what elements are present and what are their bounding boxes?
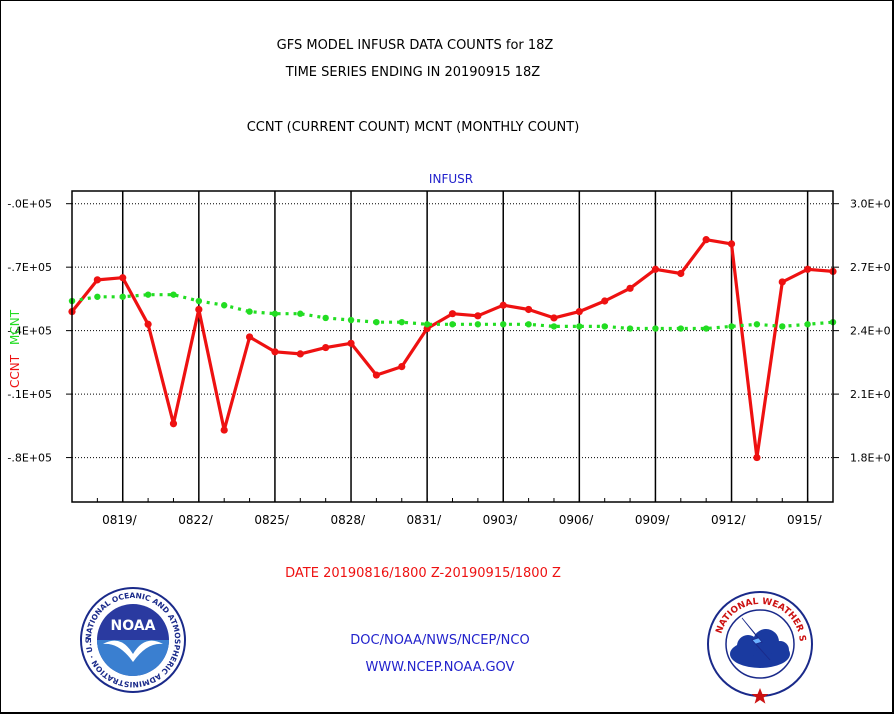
noaa-logo-text: NOAA bbox=[111, 618, 156, 634]
data-point-ccnt bbox=[220, 426, 228, 434]
data-point-mcnt bbox=[677, 325, 684, 332]
data-point-mcnt bbox=[601, 323, 608, 330]
data-point-mcnt bbox=[398, 318, 405, 326]
data-point-ccnt bbox=[474, 312, 482, 320]
y-tick-label-left: -.4E+05 bbox=[7, 325, 52, 338]
y-tick-label-right: 3.0E+0 bbox=[850, 198, 891, 211]
data-point-mcnt bbox=[373, 318, 380, 326]
data-point-mcnt bbox=[119, 293, 126, 300]
data-point-mcnt bbox=[449, 321, 456, 328]
data-point-mcnt bbox=[170, 291, 177, 298]
data-point-ccnt bbox=[296, 350, 304, 358]
x-tick-label: 0909/ bbox=[635, 513, 671, 527]
chart-title: GFS MODEL INFUSR DATA COUNTS for 18Z bbox=[276, 38, 554, 53]
data-point-mcnt bbox=[221, 302, 228, 309]
y-tick-label-left: -.8E+05 bbox=[7, 452, 52, 465]
y-tick-label-right: 1.8E+0 bbox=[850, 452, 891, 465]
lightning-icon bbox=[741, 617, 771, 661]
data-point-ccnt bbox=[195, 305, 203, 314]
data-point-ccnt bbox=[322, 343, 330, 352]
chart-title-line2: TIME SERIES ENDING IN 20190915 18Z bbox=[285, 65, 541, 80]
data-point-ccnt bbox=[601, 297, 609, 305]
y-tick-label-right: 2.1E+0 bbox=[850, 388, 891, 401]
data-point-ccnt bbox=[804, 265, 812, 273]
data-point-mcnt bbox=[702, 325, 710, 332]
data-point-ccnt bbox=[347, 339, 355, 347]
data-point-mcnt bbox=[500, 321, 507, 328]
data-point-mcnt bbox=[804, 321, 811, 328]
data-point-ccnt bbox=[550, 314, 558, 322]
data-point-mcnt bbox=[347, 316, 355, 324]
data-point-ccnt bbox=[727, 240, 736, 248]
data-point-mcnt bbox=[753, 321, 761, 328]
data-point-ccnt bbox=[702, 236, 710, 244]
data-point-ccnt bbox=[499, 301, 507, 309]
series-line-ccnt bbox=[70, 238, 834, 460]
x-axis-label: DATE 20190816/1800 Z-20190915/1800 Z bbox=[285, 566, 561, 581]
data-point-mcnt bbox=[195, 297, 203, 305]
data-point-ccnt bbox=[245, 333, 254, 341]
data-point-ccnt bbox=[626, 284, 634, 292]
data-point-ccnt bbox=[753, 453, 761, 462]
y-axis-label-ccnt: CCNT bbox=[8, 354, 22, 388]
data-point-mcnt bbox=[525, 321, 532, 328]
data-point-ccnt bbox=[575, 307, 583, 316]
x-tick-label: 0912/ bbox=[711, 513, 747, 527]
data-point-ccnt bbox=[271, 348, 279, 356]
data-point-mcnt bbox=[297, 310, 304, 317]
data-point-ccnt bbox=[144, 320, 152, 328]
data-point-ccnt bbox=[398, 362, 406, 371]
grid-layer bbox=[72, 191, 833, 502]
data-point-ccnt bbox=[372, 371, 380, 379]
data-point-mcnt bbox=[474, 321, 482, 328]
x-tick-label: 0831/ bbox=[407, 513, 443, 527]
plot-area bbox=[71, 190, 834, 503]
noaa-logo: NATIONAL OCEANIC AND ATMOSPHERIC ADMINIS… bbox=[80, 587, 186, 693]
data-point-mcnt bbox=[94, 293, 101, 300]
data-point-mcnt bbox=[728, 323, 735, 330]
data-point-mcnt bbox=[550, 323, 558, 330]
x-tick-label: 0915/ bbox=[787, 513, 823, 527]
series-layer bbox=[68, 236, 837, 462]
data-point-ccnt bbox=[677, 269, 685, 278]
y-tick-label-right: 2.7E+0 bbox=[850, 261, 891, 274]
star-icon bbox=[751, 688, 769, 704]
data-point-mcnt bbox=[576, 323, 583, 330]
axis-layer: -.0E+05 3.0E+0 -.7E+05 2.7E+0 -.4E+05 2.4E+0 -… bbox=[7, 190, 891, 527]
x-tick-label: 0822/ bbox=[178, 513, 214, 527]
x-tick-label: 0906/ bbox=[559, 513, 595, 527]
y-tick-label-left: -.7E+05 bbox=[7, 261, 52, 274]
data-point-ccnt bbox=[651, 265, 660, 273]
x-tick-label: 0819/ bbox=[102, 513, 138, 527]
data-point-mcnt bbox=[626, 325, 634, 332]
x-tick-label: 0825/ bbox=[254, 513, 290, 527]
nws-logo: NATIONAL WEATHER SERVICE bbox=[707, 591, 813, 704]
data-point-ccnt bbox=[778, 278, 786, 286]
y-tick-label-left: -.1E+05 bbox=[7, 388, 52, 401]
website-link[interactable]: WWW.NCEP.NOAA.GOV bbox=[365, 660, 515, 675]
data-point-mcnt bbox=[322, 314, 329, 322]
plot-label: INFUSR bbox=[428, 172, 474, 186]
data-point-mcnt bbox=[779, 323, 786, 330]
data-point-mcnt bbox=[423, 321, 431, 328]
x-tick-label: 0903/ bbox=[483, 513, 519, 527]
x-tick-label: 0828/ bbox=[330, 513, 366, 527]
data-point-mcnt bbox=[246, 308, 253, 315]
data-point-ccnt bbox=[169, 420, 178, 428]
data-point-mcnt bbox=[144, 291, 152, 298]
data-point-ccnt bbox=[119, 274, 127, 282]
data-point-ccnt bbox=[525, 305, 533, 314]
data-point-mcnt bbox=[652, 325, 659, 332]
chart-subtitle: CCNT (CURRENT COUNT) MCNT (MONTHLY COUNT… bbox=[246, 120, 580, 135]
seagull-icon bbox=[103, 640, 163, 662]
data-point-ccnt bbox=[93, 276, 101, 284]
y-axis-label-mcnt: MCNT bbox=[8, 309, 22, 345]
y-tick-label-right: 2.4E+0 bbox=[850, 325, 891, 338]
credit-text: DOC/NOAA/NWS/NCEP/NCO bbox=[350, 633, 530, 648]
data-point-ccnt bbox=[448, 310, 457, 318]
y-tick-label-left: -.0E+05 bbox=[7, 198, 52, 211]
data-point-mcnt bbox=[271, 310, 279, 317]
